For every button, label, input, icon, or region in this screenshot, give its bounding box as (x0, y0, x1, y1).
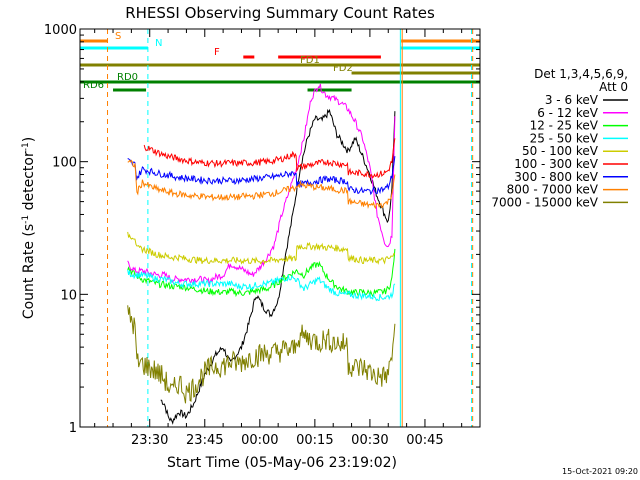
series-line-6 (127, 156, 396, 196)
x-axis-label: Start Time (05-May-06 23:19:02) (167, 455, 397, 471)
plot-frame (79, 28, 481, 428)
legend-entry-8: 7000 - 15000 keV (491, 195, 598, 209)
y-label-main: Count Rate (s (21, 224, 37, 319)
legend-entry-2: 12 - 25 keV (530, 119, 599, 133)
legend-entry-6: 300 - 800 keV (514, 170, 598, 184)
y-label-tail: detector (21, 151, 37, 215)
legend-entry-7: 800 - 7000 keV (507, 183, 599, 197)
series-line-8 (127, 305, 396, 404)
legend-entry-0: 3 - 6 keV (545, 93, 599, 107)
y-label-sup-2: -1 (21, 142, 31, 151)
x-tick-label-0: 23:30 (131, 433, 168, 448)
legend-entry-5: 100 - 300 keV (514, 157, 598, 171)
series-line-5 (143, 138, 396, 179)
flag-label-fd2: FD2 (333, 63, 353, 74)
x-tick-label-5: 00:45 (406, 433, 443, 448)
series-line-4 (127, 231, 396, 265)
flag-label-n: N (155, 38, 162, 49)
series-line-1 (127, 83, 396, 287)
y-label-sup-1: -1 (21, 215, 31, 224)
y-tick-label-0: 1 (69, 421, 77, 436)
axes: 23:30 23:45 00:00 00:15 00:30 00:45 1 10 100 1000 (44, 23, 480, 448)
chart-title: RHESSI Observing Summary Count Rates (125, 4, 435, 22)
flag-label-rd6: RD6 (83, 80, 104, 91)
flag-bars: S N F FD1 FD2 RD0 RD6 (80, 31, 480, 92)
flag-label-fd1: FD1 (300, 55, 320, 66)
flag-label-s: S (115, 31, 121, 42)
legend-header-1: Det 1,3,4,5,6,9, (534, 67, 628, 81)
legend-entry-3: 25 - 50 keV (530, 131, 599, 145)
x-tick-label-3: 00:15 (296, 433, 333, 448)
flag-label-rd0: RD0 (117, 72, 138, 83)
y-tick-label-1: 10 (60, 288, 77, 303)
boundary-lines (107, 29, 474, 427)
legend-header-2: Att 0 (599, 80, 628, 94)
series-line-0 (160, 108, 396, 425)
timestamp: 15-Oct-2021 09:20 (562, 467, 638, 476)
y-label-close: ) (21, 137, 37, 142)
series-lines (127, 83, 396, 425)
x-tick-label-4: 00:30 (351, 433, 388, 448)
legend-entry-1: 6 - 12 keV (537, 106, 599, 120)
x-tick-label-2: 00:00 (241, 433, 278, 448)
legend-entry-4: 50 - 100 keV (522, 144, 599, 158)
flag-label-f: F (214, 47, 220, 58)
x-tick-label-1: 23:45 (186, 433, 223, 448)
series-line-3 (127, 269, 396, 302)
y-tick-label-3: 1000 (44, 23, 77, 38)
y-axis-label: Count Rate (s-1 detector-1) (21, 137, 37, 319)
y-tick-label-2: 100 (52, 156, 77, 171)
series-line-7 (127, 159, 396, 210)
